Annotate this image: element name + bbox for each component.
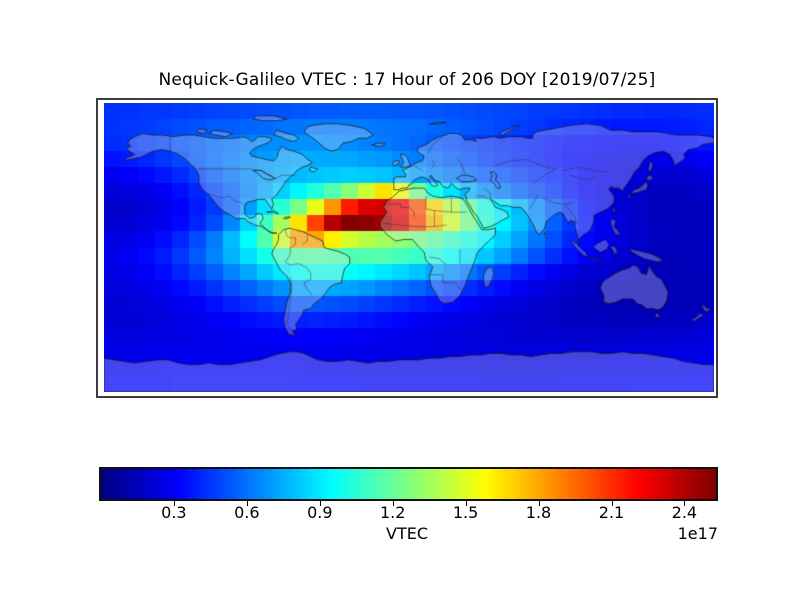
colorbar-tick [538,501,540,506]
colorbar-tick-label: 0.3 [161,503,187,522]
colorbar-tick-label: 0.6 [234,503,260,522]
colorbar-tick [246,501,248,506]
colorbar-tick [319,501,321,506]
colorbar-tick [611,501,613,506]
colorbar [99,467,718,501]
figure-title: Nequick-Galileo VTEC : 17 Hour of 206 DO… [158,70,656,90]
colorbar-tick [465,501,467,506]
world-vtec-heatmap [104,103,714,392]
colorbar-tick-label: 0.9 [307,503,333,522]
map-axes-frame [96,98,718,398]
colorbar-tick-label: 1.8 [525,503,552,522]
colorbar-scale-factor: 1e17 [677,524,718,543]
colorbar-tick [684,501,686,506]
colorbar-tick [173,501,175,506]
colorbar-tick-label: 1.2 [379,503,406,522]
colorbar-tick [392,501,394,506]
colorbar-tick-label: 2.1 [598,503,625,522]
colorbar-label: VTEC [386,524,428,543]
colorbar-gradient [101,469,716,499]
colorbar-tick-label: 2.4 [671,503,698,522]
colorbar-tick-label: 1.5 [452,503,479,522]
